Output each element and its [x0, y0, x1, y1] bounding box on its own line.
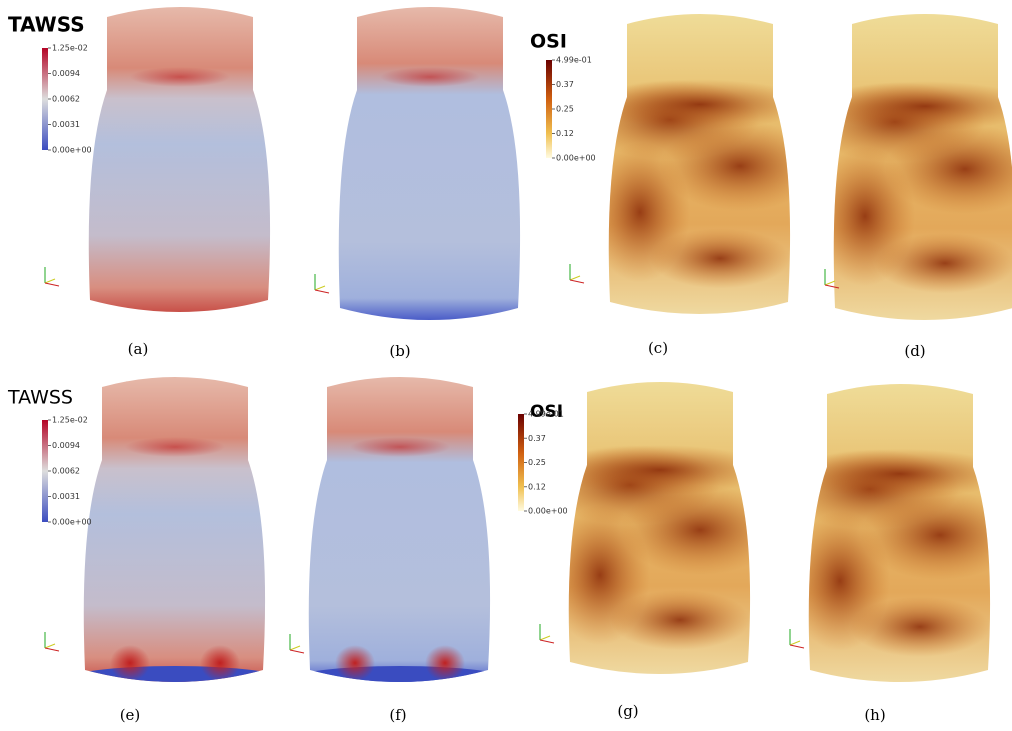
hot [335, 645, 375, 681]
vessel [805, 14, 1012, 320]
axis-y [825, 281, 835, 285]
colorbar-tick-label: 0.00e+00 [52, 146, 92, 155]
blob [875, 233, 1012, 293]
colorbar-tick-label: 0.0062 [52, 95, 80, 104]
axis-y [790, 641, 800, 645]
colorbar-tick-label: 0.00e+00 [528, 507, 568, 516]
vessel-surface [89, 7, 270, 312]
pattern [380, 67, 480, 87]
colorbar-tick-label: 0.37 [528, 434, 546, 443]
axis-y [45, 644, 55, 648]
panel-label: (f) [389, 706, 406, 724]
pattern [805, 81, 1012, 293]
band [350, 437, 450, 457]
axis-y [540, 636, 550, 640]
axis-x [290, 650, 304, 653]
colorbar-title: OSI [530, 31, 567, 53]
colorbar-tick-label: 1.25e-02 [52, 44, 88, 53]
axis-y [570, 276, 580, 280]
vessel [540, 382, 780, 674]
base [290, 666, 510, 694]
axis-x [315, 290, 329, 293]
hot [110, 645, 150, 681]
blob [550, 445, 770, 495]
vessel-surface [84, 377, 265, 682]
band [380, 67, 480, 87]
colorbar-tick-label: 0.12 [556, 129, 574, 138]
band [125, 437, 225, 457]
colorbar-tick-label: 0.0094 [52, 69, 80, 78]
panel-label: (c) [648, 339, 668, 357]
axis-y [290, 646, 300, 650]
axis-x [570, 280, 584, 283]
blob [610, 590, 750, 650]
colorbar [42, 420, 48, 522]
axis-y [315, 286, 325, 290]
colorbar-title: TAWSS [8, 13, 85, 37]
vessel [89, 7, 270, 312]
panel-label: (e) [120, 706, 141, 724]
colorbar-tick-label: 0.0094 [52, 441, 80, 450]
colorbar-tick-label: 0.0031 [52, 492, 80, 501]
vessel [290, 377, 510, 694]
base [65, 666, 285, 694]
colorbar-tick-label: 0.0031 [52, 120, 80, 129]
axis-x [790, 645, 804, 648]
vessel [65, 377, 285, 694]
colorbar-tick-label: 0.00e+00 [52, 518, 92, 527]
axis-x [45, 283, 59, 286]
band [130, 67, 230, 87]
vessel [339, 7, 520, 320]
axis-y [45, 279, 55, 283]
colorbar [42, 48, 48, 150]
vessel-surface [339, 7, 520, 320]
panel-label: (b) [389, 342, 410, 360]
panel-label: (h) [864, 706, 885, 724]
colorbar-tick-label: 0.25 [528, 458, 546, 467]
colorbar [546, 60, 552, 158]
panel-label: (g) [617, 702, 638, 720]
colorbar-tick-label: 0.25 [556, 105, 574, 114]
hot [200, 645, 240, 681]
panel-label: (d) [904, 342, 925, 360]
vessel [780, 384, 1012, 682]
axis-x [540, 640, 554, 643]
vessel-surface [309, 377, 490, 682]
colorbar-tick-label: 1.25e-02 [52, 416, 88, 425]
colorbar-tick-label: 4.99e-01 [556, 56, 592, 65]
colorbar-tick-label: 0.00e+00 [556, 154, 596, 163]
pattern [780, 449, 1012, 657]
figure: (a) (b) (c) (d) (e) (f) (g) (h) TAWSS 1.25e-02 0.0… [0, 0, 1012, 731]
colorbar-tick-label: 0.12 [528, 482, 546, 491]
colorbar-tick-label: 0.37 [556, 80, 574, 89]
colorbar [518, 414, 524, 511]
blob [790, 449, 1010, 499]
colorbar-tick-label: 4.99e-01 [528, 410, 564, 419]
panel-label: (a) [128, 340, 149, 358]
colorbar-tick-label: 0.0062 [52, 467, 80, 476]
blob [850, 597, 990, 657]
hot [425, 645, 465, 681]
blob [590, 79, 810, 129]
pattern [540, 445, 780, 650]
colorbar-title: TAWSS [7, 387, 73, 409]
pattern [580, 79, 820, 288]
vessel [580, 14, 820, 314]
axis-x [45, 648, 59, 651]
blob [650, 228, 790, 288]
pattern [130, 67, 230, 87]
